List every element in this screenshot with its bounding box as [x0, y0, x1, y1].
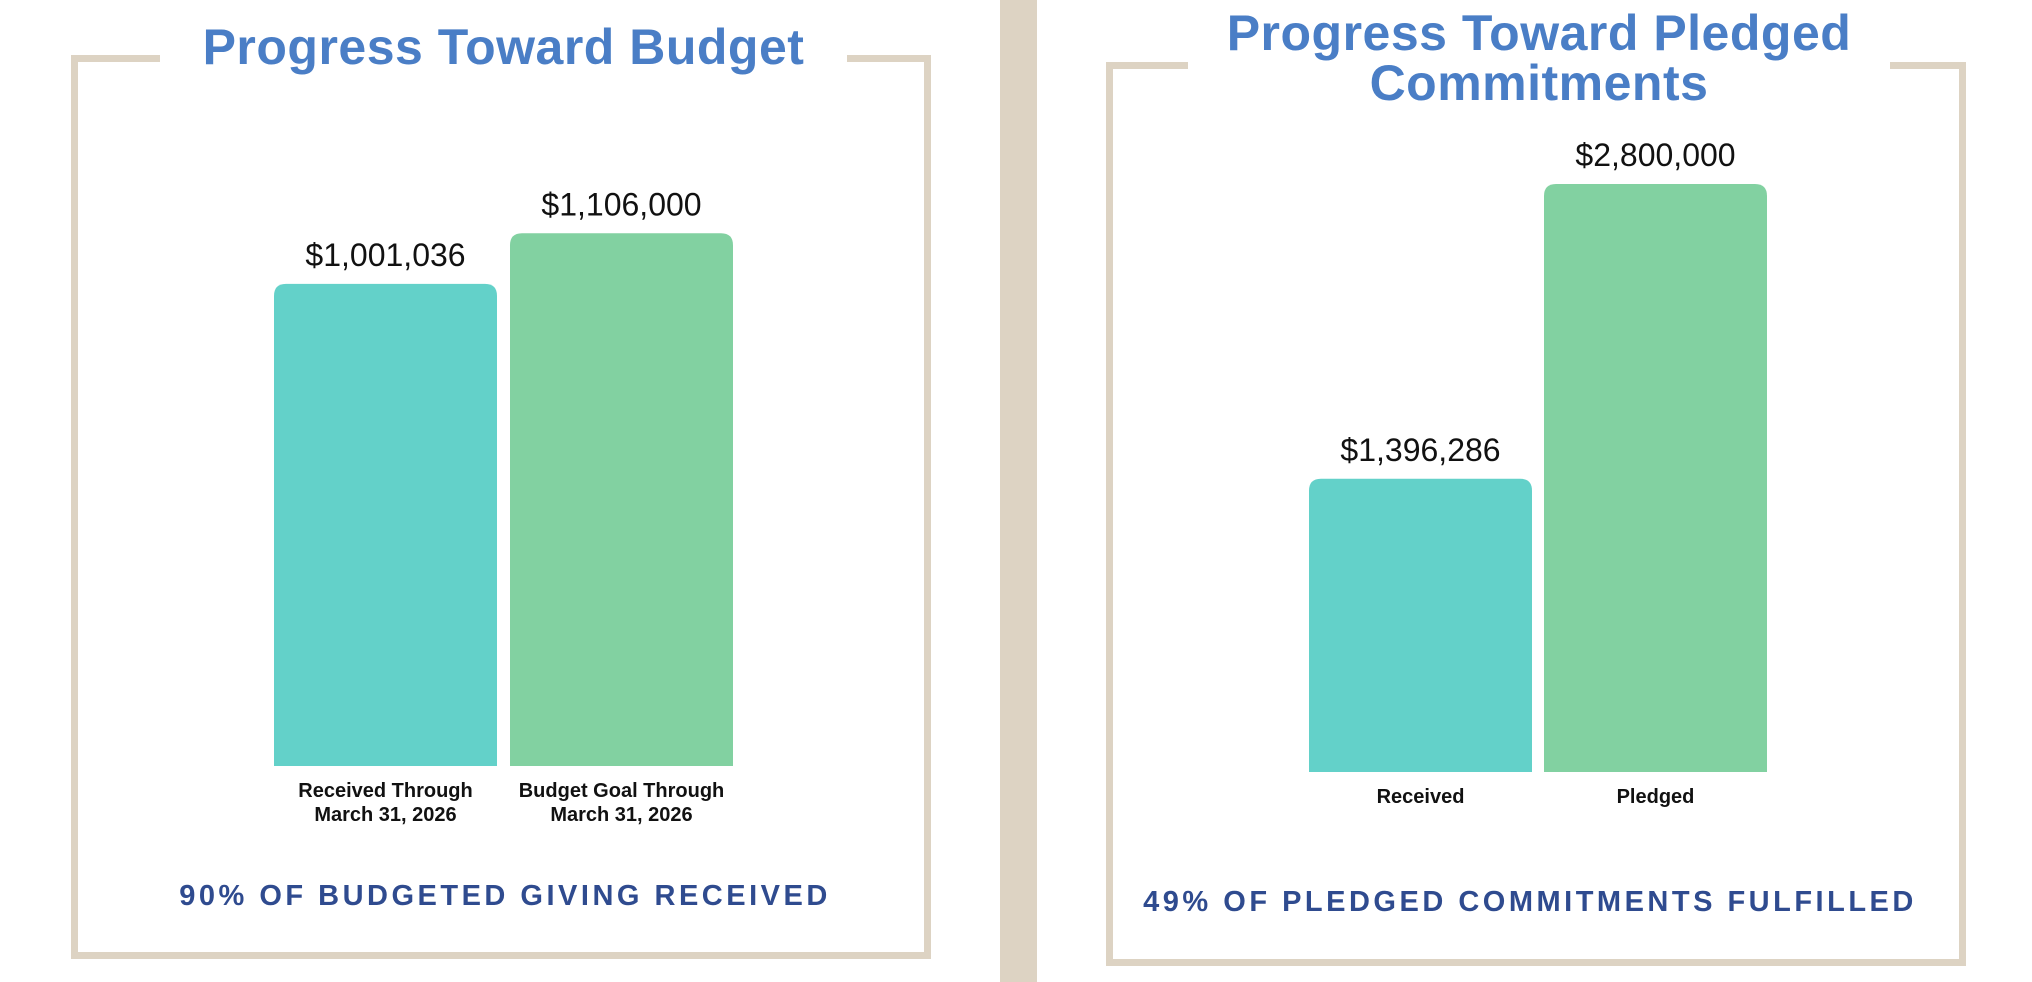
pledge-category-label-0-line-0: Received	[1377, 786, 1465, 808]
panel-divider	[1000, 0, 1037, 982]
budget-chart-title: Progress Toward Budget	[160, 22, 847, 72]
budget-bar-0-value-label: $1,001,036	[305, 237, 465, 273]
pledge-summary: 49% OF PLEDGED COMMITMENTS FULFILLED	[1143, 886, 1917, 918]
pledge-category-label-1-line-0: Pledged	[1617, 786, 1695, 808]
budget-category-label-1-line-0: Budget Goal Through	[519, 780, 725, 802]
pledge-bar-1	[1544, 184, 1767, 772]
budget-category-label-1-line-1: March 31, 2026	[550, 804, 692, 826]
pledge-bar-1-value-label: $2,800,000	[1575, 137, 1735, 173]
pledge-bar-0	[1309, 478, 1532, 772]
budget-category-label-0-line-0: Received Through	[298, 780, 472, 802]
budget-category-label-0-line-1: March 31, 2026	[314, 804, 456, 826]
budget-bar-1	[510, 233, 733, 766]
budget-bar-0	[274, 283, 497, 766]
budget-summary: 90% OF BUDGETED GIVING RECEIVED	[179, 880, 831, 912]
pledge-chart-title: Progress Toward Pledged Commitments	[1188, 8, 1890, 108]
budget-bar-1-value-label: $1,106,000	[541, 186, 701, 222]
pledge-bar-0-value-label: $1,396,286	[1340, 432, 1500, 468]
